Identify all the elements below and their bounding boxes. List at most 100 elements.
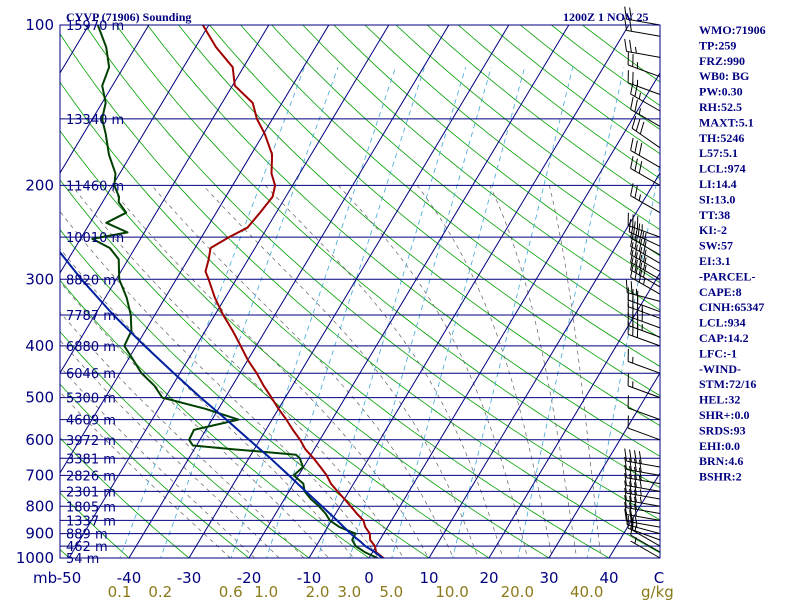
- isotherm-line: [548, 372, 660, 558]
- wind-barb-staff: [630, 528, 661, 547]
- wind-barb-feather: [624, 448, 627, 462]
- plot-frame: [59, 24, 661, 559]
- wind-barb-feather: [643, 264, 647, 278]
- temperature-label: -20: [237, 569, 262, 587]
- wind-barb-half-feather: [634, 46, 637, 54]
- wind-barb-staff: [626, 477, 661, 485]
- index-item: -WIND-: [699, 362, 741, 376]
- wind-barb-feather: [634, 496, 637, 510]
- wind-barb-staff: [627, 64, 661, 78]
- temperature-label: -10: [297, 569, 322, 587]
- wind-barb-feather: [634, 466, 637, 480]
- wind-barb-feather: [634, 244, 638, 258]
- wind-barb: [624, 472, 661, 492]
- index-item: SRDS:93: [699, 423, 746, 437]
- moist-adiabat-line: [108, 185, 429, 558]
- moist-adiabat-line: [549, 185, 602, 558]
- pressure-label: 700: [25, 466, 54, 484]
- wind-barb-half-feather: [642, 231, 644, 239]
- mixing-ratio-line: [119, 67, 305, 558]
- wind-barb-staff: [630, 276, 661, 295]
- dry-adiabat-line: [333, 25, 660, 284]
- parcel-trace: [60, 250, 384, 558]
- wind-barb: [624, 508, 661, 528]
- wind-barb: [630, 81, 661, 112]
- index-item: PW:0.30: [699, 85, 743, 99]
- wind-barb-feather: [630, 281, 633, 294]
- wind-barb-staff: [630, 93, 661, 112]
- wind-barb: [627, 395, 661, 421]
- wind-barb-half-feather: [639, 489, 642, 496]
- mixing-ratio-label: 0.1: [108, 583, 132, 600]
- wind-barb-feather: [638, 451, 642, 464]
- wind-barb-staff: [630, 254, 661, 272]
- mixing-ratio-label: 3.0: [337, 583, 361, 600]
- wind-barb-feather: [624, 487, 627, 501]
- dry-adiabat-line: [60, 33, 660, 554]
- wind-barb-feather: [635, 118, 641, 132]
- index-item: L57:5.1: [699, 146, 738, 160]
- wind-barb: [630, 183, 661, 214]
- index-item: CINH:65347: [699, 300, 764, 314]
- wind-barb-feather: [630, 97, 634, 110]
- wind-barb-staff: [630, 149, 661, 168]
- dry-adiabat-line: [0, 25, 20, 569]
- wind-barb-feather: [628, 219, 632, 232]
- index-item: CAPE:8: [699, 285, 742, 299]
- index-item: CAP:14.2: [699, 331, 749, 345]
- index-item: SHR+:0.0: [699, 408, 750, 422]
- wind-barb-feather: [638, 238, 643, 252]
- wind-barb-feather: [634, 489, 637, 503]
- wind-barb-feather: [624, 508, 627, 522]
- index-item: EHI:0.0: [699, 439, 740, 453]
- wind-barb-feather: [643, 241, 647, 254]
- wind-barb-staff: [626, 520, 661, 528]
- temperature-label: 20: [479, 569, 498, 587]
- wind-barb-staff: [627, 292, 661, 302]
- mixing-ratio-label: 40.0: [570, 583, 603, 600]
- wind-barb-staff: [630, 237, 661, 256]
- dry-adiabat-line: [60, 437, 190, 558]
- wind-barb-staff: [630, 195, 661, 214]
- wind-barb-half-feather: [638, 194, 641, 201]
- index-item: BRN:4.6: [699, 454, 743, 468]
- wind-barb-feather: [634, 185, 638, 199]
- height-label: 889 m: [66, 528, 108, 543]
- wind-barb-feather: [629, 488, 632, 502]
- wind-barb-feather: [634, 140, 638, 153]
- index-item: RH:52.5: [699, 100, 742, 114]
- wind-barb-feather: [624, 480, 627, 494]
- wind-barb: [624, 495, 661, 514]
- dry-adiabat-line: [84, 25, 660, 521]
- height-label: 1337 m: [66, 514, 116, 529]
- dry-adiabat-line: [551, 25, 660, 106]
- mixing-ratio-line: [160, 67, 339, 558]
- height-label: 3972 m: [66, 434, 116, 449]
- dry-adiabat-line: [60, 179, 490, 558]
- wind-barb-staff: [627, 299, 661, 313]
- index-item: EI:3.1: [699, 254, 731, 268]
- wind-barb: [630, 225, 661, 256]
- wind-barb-feather: [638, 459, 642, 473]
- wind-barb-staff: [627, 361, 661, 374]
- index-item: KI:-2: [699, 223, 727, 237]
- moist-adiabat-line: [489, 185, 577, 558]
- wind-barb: [627, 212, 661, 238]
- wind-barb: [630, 242, 661, 272]
- wind-barb-feather: [624, 6, 627, 20]
- wind-barb-staff: [627, 315, 661, 329]
- dry-adiabat-line: [60, 279, 370, 558]
- wind-barb-feather: [624, 17, 627, 31]
- mixing-ratio-label: 1.0: [254, 583, 278, 600]
- wind-barb-feather: [643, 249, 647, 263]
- wind-barb-half-feather: [643, 278, 646, 285]
- wind-barb-feather: [638, 142, 643, 156]
- mixing-ratio-line: [230, 67, 396, 558]
- wind-barb-staff: [626, 469, 661, 476]
- wind-barb-half-feather: [638, 108, 641, 115]
- index-item: WMO:71906: [699, 23, 766, 37]
- wind-barb: [630, 156, 661, 186]
- wind-barb-feather: [634, 227, 638, 241]
- pressure-label: 300: [25, 270, 54, 288]
